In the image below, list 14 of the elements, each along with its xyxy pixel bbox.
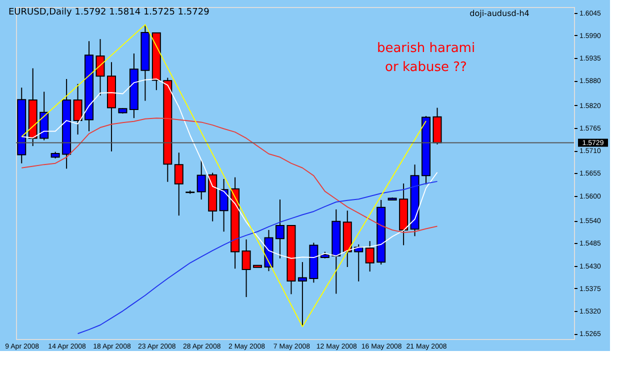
candlestick (365, 240, 374, 272)
chart-title: EURUSD,Daily 1.5792 1.5814 1.5725 1.5729 (8, 7, 210, 18)
candlestick (275, 199, 284, 259)
candlestick (298, 262, 307, 328)
candlestick (196, 160, 206, 200)
candlestick (242, 238, 251, 298)
candlestick (73, 83, 82, 136)
candlestick (174, 152, 184, 216)
annotation: bearish harami or kabuse ?? (376, 41, 476, 75)
candlestick (96, 38, 105, 96)
line-series (21, 118, 438, 233)
candlestick (219, 178, 228, 232)
line-series (77, 180, 438, 334)
text: doji-audusd-h4 (470, 9, 530, 18)
